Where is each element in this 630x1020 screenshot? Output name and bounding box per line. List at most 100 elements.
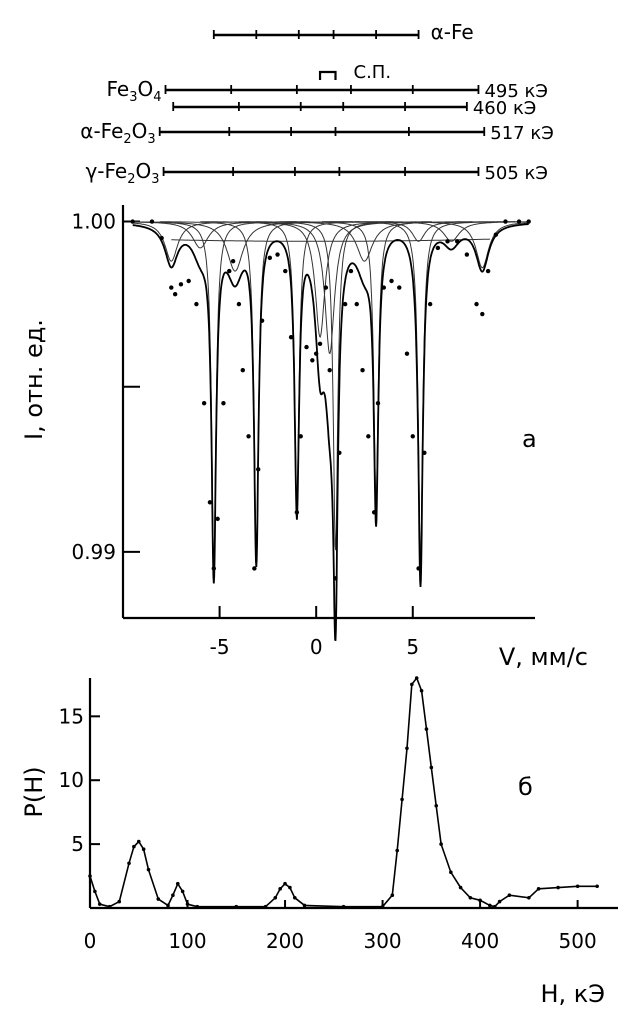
spectrum-point bbox=[397, 285, 402, 290]
spectrum-point bbox=[342, 301, 348, 307]
spectrum-point bbox=[227, 268, 232, 274]
panel-label-b: б bbox=[518, 773, 533, 801]
spectrum-point bbox=[298, 434, 303, 439]
spectrum-point bbox=[327, 368, 332, 373]
spectrum-point bbox=[283, 268, 288, 274]
spectrum-point bbox=[445, 239, 450, 244]
x-tick-label-b: 200 bbox=[266, 929, 304, 953]
baseline-curve bbox=[171, 238, 491, 242]
distribution-point bbox=[180, 889, 185, 894]
stick-field-label: 460 кЭ bbox=[473, 98, 537, 119]
y-axis-label-a: I, отн. ед. bbox=[20, 319, 48, 440]
distribution-point bbox=[536, 887, 541, 891]
spectrum-point bbox=[389, 278, 394, 284]
x-axis-label-b: H, кЭ bbox=[540, 980, 605, 1008]
y-axis-label-b: P(H) bbox=[20, 766, 48, 817]
spectrum-point bbox=[474, 301, 479, 307]
distribution-point bbox=[283, 881, 287, 886]
distribution-point bbox=[278, 887, 282, 891]
spectrum-point bbox=[410, 434, 415, 439]
spectrum-point bbox=[317, 341, 323, 346]
spectrum-point bbox=[337, 450, 342, 455]
spectrum-point bbox=[371, 510, 377, 515]
spectrum-point bbox=[294, 510, 300, 515]
distribution-point bbox=[575, 884, 580, 889]
distribution-point bbox=[166, 903, 170, 908]
fit-curve bbox=[132, 221, 268, 262]
chart-b: 0 100 200 300 400 500 5 10 15 H, кЭ P(H) б bbox=[20, 676, 618, 1008]
distribution-point bbox=[497, 899, 502, 904]
distribution-point bbox=[556, 885, 560, 890]
spectrum-point bbox=[230, 258, 236, 264]
distribution-point bbox=[410, 682, 414, 687]
distribution-point bbox=[93, 889, 97, 894]
distribution-point bbox=[395, 848, 400, 853]
fit-curve bbox=[132, 221, 297, 249]
spectrum-point bbox=[360, 368, 365, 373]
spectrum-point bbox=[313, 351, 319, 356]
spectrum-point bbox=[323, 285, 329, 290]
x-tick-label-b: 300 bbox=[363, 929, 401, 953]
stick-label: С.П. bbox=[354, 62, 392, 83]
distribution-point bbox=[288, 885, 292, 890]
distribution-point bbox=[195, 904, 200, 909]
distribution-point bbox=[293, 895, 297, 900]
stick-field-label: 517 кЭ bbox=[490, 123, 554, 144]
stick-label: Fe3O4 bbox=[106, 77, 161, 105]
stick-diagrams: α-Fe С.П. 495 кЭ Fe3O4 460 кЭ 517 кЭ α-Fe2O3 50… bbox=[80, 20, 554, 187]
spectrum-point bbox=[366, 434, 371, 439]
distribution-point bbox=[468, 895, 473, 900]
fit-curve bbox=[200, 221, 394, 501]
x-tick-label-a: 0 bbox=[310, 635, 323, 659]
spectrum-point bbox=[211, 566, 216, 571]
distribution-point bbox=[175, 881, 180, 886]
distribution-point bbox=[302, 903, 307, 908]
spectrum-point bbox=[259, 318, 265, 323]
fit-curve bbox=[138, 221, 332, 272]
spectrum-point bbox=[422, 450, 427, 455]
spectrum-point bbox=[526, 219, 531, 224]
distribution-point bbox=[424, 727, 429, 731]
distribution-point bbox=[458, 885, 463, 890]
spectrum-point bbox=[381, 285, 386, 290]
ticks-b: 0 100 200 300 400 500 5 10 15 bbox=[59, 704, 597, 953]
distribution-point bbox=[527, 895, 531, 900]
fit-curve bbox=[279, 221, 473, 501]
spectrum-point bbox=[186, 278, 191, 284]
stick-diagram: α-Fe bbox=[212, 20, 474, 44]
spectrum-point bbox=[240, 368, 245, 373]
spectrum-point bbox=[172, 292, 178, 297]
spectrum-point bbox=[178, 282, 184, 287]
spectrum-point bbox=[354, 301, 359, 307]
spectrum-point bbox=[435, 245, 441, 251]
distribution-points bbox=[88, 676, 599, 909]
distribution-point bbox=[132, 844, 136, 849]
y-tick-label-a: 0.99 bbox=[71, 540, 116, 564]
spectrum-point bbox=[201, 401, 207, 406]
distribution-point bbox=[141, 847, 146, 852]
spectrum-point bbox=[207, 500, 213, 505]
spectrum-point bbox=[485, 268, 491, 274]
distribution-point bbox=[507, 893, 512, 898]
fit-curve bbox=[322, 221, 515, 242]
spectrum-envelope bbox=[132, 223, 529, 642]
distribution-point bbox=[380, 904, 385, 909]
distribution-point bbox=[234, 904, 239, 909]
spectrum-point bbox=[493, 232, 499, 237]
stick-label: α-Fe2O3 bbox=[80, 119, 155, 147]
y-tick-label-a: 1.00 bbox=[71, 210, 116, 234]
spectrum-point bbox=[455, 239, 460, 244]
spectrum-point bbox=[252, 566, 257, 571]
x-tick-label-b: 0 bbox=[84, 929, 97, 953]
x-tick-label-a: -5 bbox=[210, 635, 230, 659]
distribution-point bbox=[419, 688, 424, 693]
spectrum-point bbox=[246, 434, 251, 439]
distribution-point bbox=[488, 903, 492, 908]
stick-diagram: 495 кЭ Fe3O4 bbox=[106, 77, 548, 105]
distribution-point bbox=[263, 904, 268, 909]
fit-curve bbox=[159, 221, 353, 551]
distribution-point bbox=[107, 904, 112, 909]
spectrum-point bbox=[516, 219, 522, 224]
spectrum-point bbox=[416, 566, 421, 571]
